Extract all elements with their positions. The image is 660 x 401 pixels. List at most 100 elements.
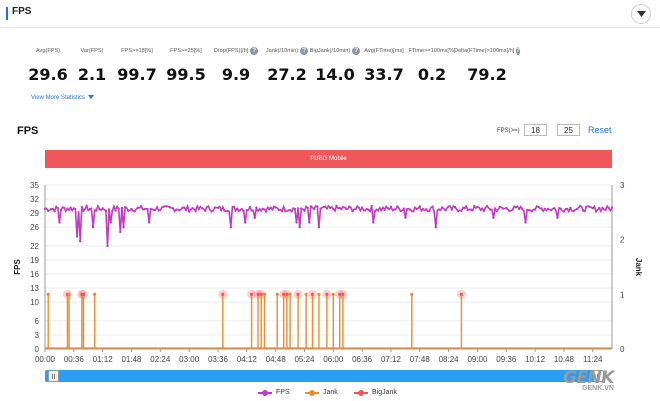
fps-point [290, 210, 293, 213]
fps-point [111, 209, 114, 213]
fps-point [181, 206, 184, 209]
fps-threshold-high-input[interactable] [557, 124, 580, 136]
stat-item: BigJank(/10min)? 14.0 [305, 46, 365, 84]
fps-point [280, 209, 284, 213]
fps-point [373, 210, 377, 213]
fps-point [50, 207, 53, 211]
fps-point [404, 216, 407, 219]
fps-point [367, 208, 370, 211]
fps-point [119, 230, 122, 234]
stat-item: FPS>=25[%] 99.5 [156, 46, 216, 84]
fps-point [428, 209, 431, 212]
legend-swatch [354, 389, 368, 396]
fps-point [79, 240, 82, 243]
fps-point [463, 207, 466, 210]
fps-chart[interactable]: 0 3 6 10 13 16 19 22 26 29 32 35 0 1 2 3 00:00 00:36 01:12… [0, 170, 660, 368]
fps-point [588, 205, 591, 208]
fps-point [549, 209, 553, 212]
fps-line [44, 203, 613, 246]
x-tick-label: 04:12 [237, 355, 258, 364]
fps-point [357, 206, 361, 209]
fps-point [191, 207, 194, 210]
stat-label: Avg(FPS) [18, 46, 78, 56]
fps-point [293, 207, 297, 211]
stat-item: Jank(/10min)? 27.2 [257, 46, 317, 84]
legend-label: BigJank [372, 389, 397, 396]
fps-point [236, 207, 239, 210]
fps-point [277, 208, 280, 212]
timeline-scrollbar[interactable] [45, 370, 600, 382]
fps-point [317, 226, 321, 229]
fps-point [171, 207, 175, 210]
jank-marker [304, 292, 308, 296]
reset-button[interactable]: Reset [588, 125, 612, 135]
x-tick-label: 06:36 [352, 355, 373, 364]
x-tick-label: 03:00 [179, 355, 200, 364]
fps-point [575, 207, 578, 211]
legend-item[interactable]: FPS [258, 389, 290, 396]
fps-point [492, 216, 495, 219]
fps-point [296, 207, 300, 210]
fps-point [338, 206, 341, 210]
stat-value: 79.2 [467, 65, 507, 84]
fps-point [117, 207, 120, 211]
x-tick-label: 03:36 [208, 355, 229, 364]
jank-marker [410, 292, 414, 296]
x-tick-label: 00:36 [64, 355, 85, 364]
stat-label-text: FPS>=18[%] [121, 48, 153, 54]
fps-point [370, 204, 373, 208]
jank-marker [275, 292, 279, 296]
stat-item: Drop(FPS)[/h]? 9.9 [206, 46, 266, 84]
help-icon[interactable]: ? [250, 47, 259, 55]
fps-point [332, 207, 335, 211]
fps-threshold-low-input[interactable] [524, 124, 547, 136]
fps-point [242, 210, 245, 213]
stat-label: Drop(FPS)[/h]? [206, 46, 266, 56]
stat-value: 14.0 [315, 65, 355, 84]
fps-point [553, 207, 556, 210]
fps-point [248, 205, 252, 209]
fps-point [415, 207, 418, 211]
help-icon[interactable]: ? [300, 47, 309, 55]
x-tick-label: 02:24 [150, 355, 171, 364]
fps-point [476, 205, 479, 209]
help-icon[interactable]: ? [516, 47, 520, 55]
stat-label: Jank(/10min)? [257, 46, 317, 56]
fps-point [62, 206, 66, 209]
stat-item: FPS>=18[%] 99.7 [107, 46, 167, 84]
fps-point [56, 207, 59, 210]
stat-label-text: Jank(/10min) [265, 48, 299, 54]
fps-point [58, 221, 61, 224]
help-icon[interactable]: ? [352, 47, 361, 55]
stat-label-text: BigJank(/10min) [309, 48, 351, 54]
fps-point [143, 207, 146, 211]
fps-point [514, 206, 518, 209]
fps-point [168, 206, 172, 209]
fps-point [389, 205, 393, 209]
fps-point [582, 209, 585, 212]
timeline-handle-right[interactable] [593, 370, 604, 382]
x-tick-label: 01:48 [121, 355, 142, 364]
jank-marker [331, 292, 335, 296]
fps-point [91, 226, 95, 229]
bigjank-marker [250, 292, 254, 296]
fps-point [104, 209, 108, 212]
watermark: GENK GENK.VN [563, 368, 614, 392]
y-tick-label: 29 [30, 209, 39, 218]
fps-point [495, 209, 498, 212]
y-tick-label: 16 [30, 270, 39, 279]
fps-point [601, 206, 604, 210]
collapse-button[interactable] [631, 4, 651, 24]
legend-item[interactable]: BigJank [354, 389, 397, 396]
y-tick-label: 3 [35, 331, 40, 340]
fps-point [498, 205, 502, 209]
bigjank-marker [259, 292, 263, 296]
fps-point [136, 206, 140, 209]
fps-point [133, 210, 136, 213]
fps-point [284, 209, 287, 213]
fps-point [607, 207, 610, 210]
timeline-handle-left[interactable] [48, 370, 59, 382]
view-more-statistics-link[interactable]: View More Statistics [31, 95, 94, 101]
fps-point [460, 209, 463, 212]
legend-item[interactable]: Jank [305, 389, 338, 396]
